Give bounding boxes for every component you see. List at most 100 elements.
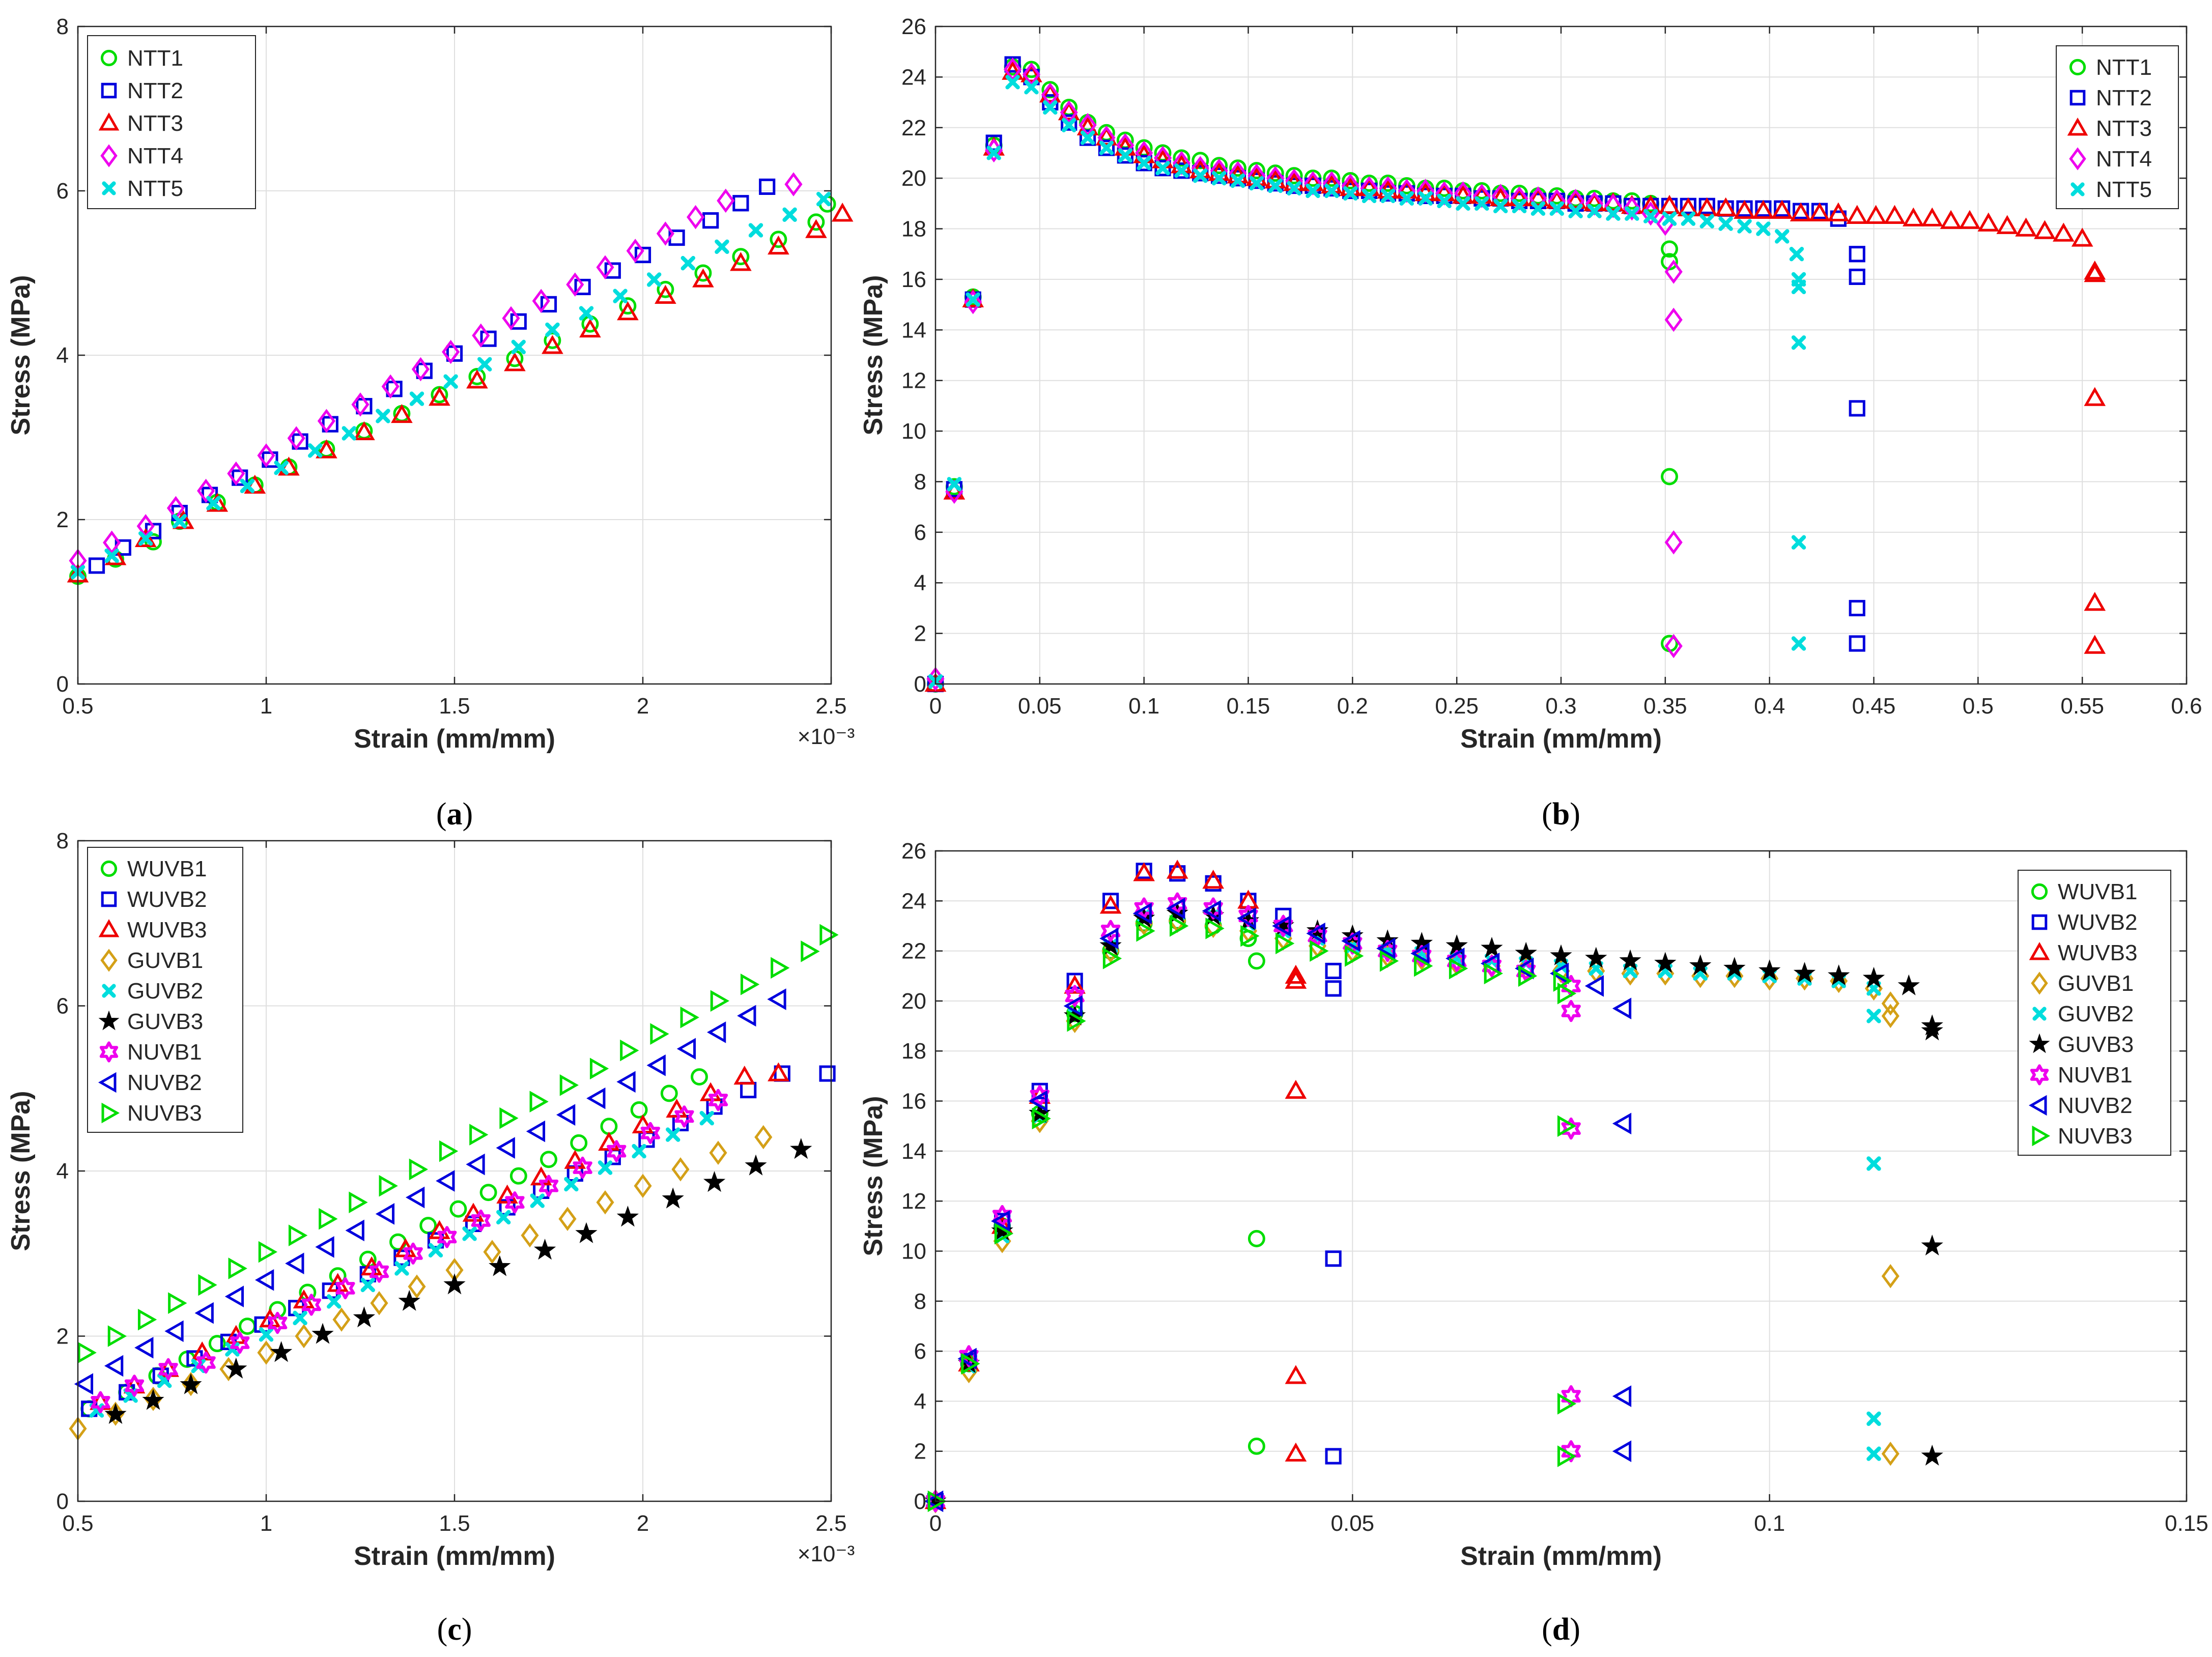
y-tick-label: 4 (914, 570, 926, 595)
data-point (1099, 140, 1114, 155)
legend-marker (98, 112, 120, 131)
data-point (429, 386, 450, 406)
data-point (771, 957, 790, 979)
legend-label: NTT1 (127, 46, 183, 71)
series-NUVB2 (924, 897, 1632, 1512)
data-point (391, 404, 413, 423)
legend-marker (2029, 1033, 2050, 1053)
data-point (1881, 991, 1899, 1016)
data-point (959, 1345, 979, 1367)
data-point (1493, 198, 1508, 214)
data-point (1098, 139, 1115, 156)
series-NUVB3 (77, 924, 839, 1364)
data-point (1345, 945, 1364, 967)
data-point (1136, 155, 1152, 172)
data-point (680, 1006, 699, 1029)
data-point (1474, 196, 1489, 211)
data-point (1612, 1112, 1632, 1135)
panel-a: 0.5 1 1.5 2 2.5 0 2 4 6 8 ×10⁻³ Strain (mm/mm) Stres… (6, 14, 855, 832)
x-tick-label: 0.15 (2165, 1511, 2208, 1536)
data-point (745, 1154, 767, 1176)
data-point (1273, 915, 1293, 937)
data-point (158, 1358, 178, 1381)
data-point (1154, 160, 1171, 177)
data-point (439, 1140, 459, 1162)
data-point (1065, 985, 1085, 1007)
legend: WUVB1 WUVB2 WUVB3 GUVB1 GUVB2 GUVB3 NUVB1 NUVB2… (87, 847, 243, 1133)
data-point (1884, 205, 1906, 224)
data-point (1921, 207, 1943, 226)
data-point (1625, 206, 1639, 221)
data-point (1414, 955, 1433, 977)
x-scale-factor: ×10⁻³ (798, 1541, 855, 1566)
data-point (617, 301, 639, 321)
data-point (1515, 957, 1534, 980)
legend-marker (98, 919, 120, 937)
data-point (1527, 187, 1549, 207)
data-point (1247, 1437, 1265, 1455)
data-point (521, 1223, 539, 1248)
data-point (168, 1292, 187, 1314)
data-point (671, 1157, 690, 1182)
legend-label: GUVB1 (2058, 971, 2134, 996)
data-point (1061, 118, 1076, 132)
legend-label: NUVB1 (127, 1040, 202, 1065)
data-point (1272, 915, 1291, 937)
y-axis-label: Stress (MPa) (6, 1091, 36, 1251)
data-point (1067, 1010, 1086, 1032)
data-point (656, 221, 674, 246)
data-point (532, 289, 550, 313)
data-point (1515, 941, 1537, 963)
data-point (375, 1203, 395, 1225)
data-point (1849, 599, 1865, 617)
data-point (1166, 897, 1185, 920)
legend-label: GUVB1 (127, 948, 203, 973)
x-tick-label: 0.5 (62, 1511, 93, 1536)
data-point (138, 531, 153, 546)
panel-b: 0 0.05 0.1 0.15 0.2 0.25 0.3 0.35 0.4 0.45 0.5 0.55… (859, 14, 2202, 832)
data-point (1484, 962, 1504, 985)
data-point (317, 409, 335, 433)
y-tick-label: 6 (914, 1339, 926, 1364)
data-point (1379, 950, 1399, 972)
data-point (616, 1206, 639, 1227)
y-tick-label: 24 (901, 889, 926, 913)
data-point (1866, 1156, 1881, 1171)
data-point (1247, 162, 1265, 180)
data-point (1791, 335, 1806, 350)
data-point (1756, 221, 1771, 236)
data-point (182, 1372, 200, 1396)
data-point (449, 1200, 467, 1218)
data-point (1437, 193, 1452, 209)
data-point (376, 409, 390, 423)
data-point (1211, 170, 1227, 186)
x-tick-label: 2.5 (815, 694, 846, 719)
data-point (443, 374, 458, 389)
data-point (511, 339, 526, 355)
data-point (702, 212, 719, 229)
legend-marker (100, 860, 118, 877)
x-tick-label: 0.45 (1852, 694, 1896, 719)
data-point (668, 229, 685, 246)
data-point (1285, 167, 1303, 185)
data-point (542, 335, 563, 354)
legend-label: WUVB3 (127, 918, 207, 942)
data-point (107, 1325, 127, 1347)
data-point (293, 1310, 307, 1325)
y-tick-label: 22 (901, 116, 926, 140)
data-point (530, 1193, 545, 1208)
data-point (1612, 997, 1632, 1019)
data-point (1102, 948, 1122, 969)
data-point (1808, 202, 1831, 221)
data-point (1229, 159, 1246, 177)
data-point (715, 239, 729, 254)
legend-marker (101, 82, 117, 99)
data-point (1137, 156, 1151, 170)
data-point (1268, 178, 1283, 193)
data-point (258, 1241, 278, 1263)
data-point (708, 1089, 728, 1111)
data-point (510, 313, 527, 330)
data-point (1661, 468, 1678, 485)
data-point (1881, 1264, 1899, 1289)
legend-marker (2032, 1007, 2047, 1021)
